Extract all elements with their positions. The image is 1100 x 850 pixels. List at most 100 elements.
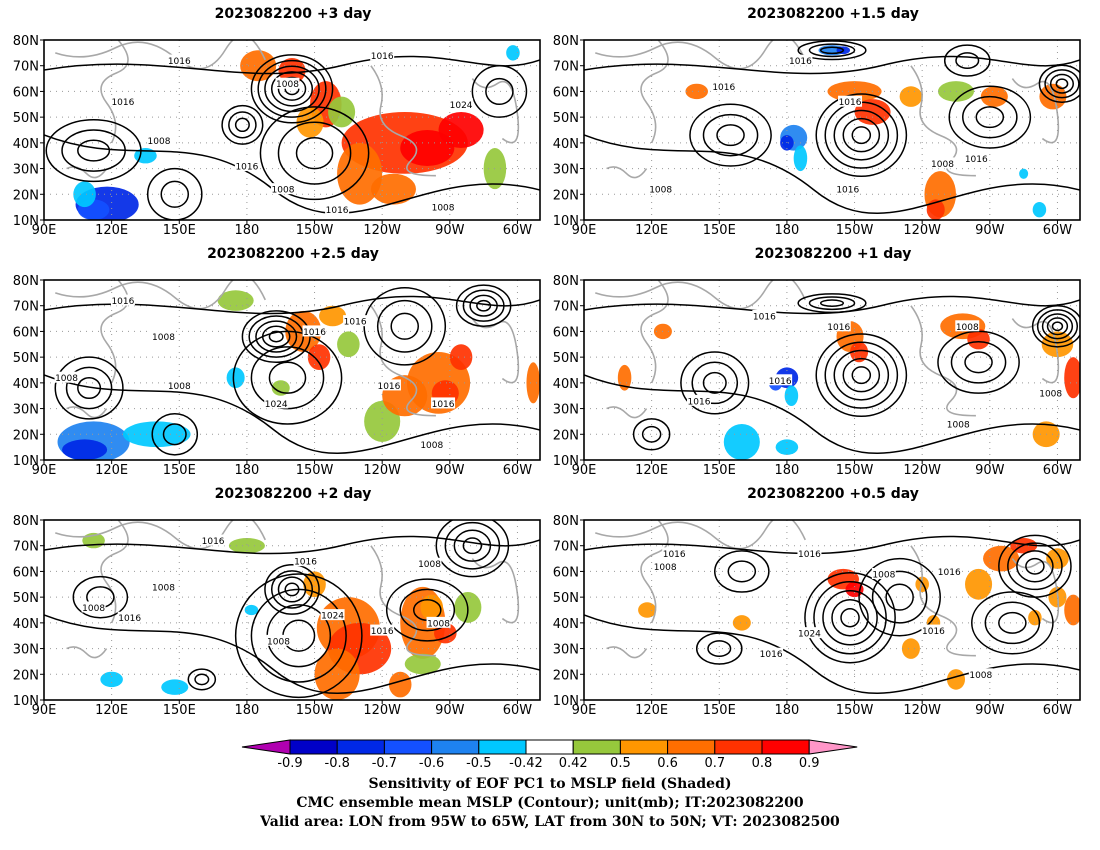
isobar	[584, 55, 1080, 75]
isobar	[234, 117, 250, 133]
sensitivity-shade	[784, 385, 799, 407]
lat-tick-label: 60N	[13, 565, 39, 580]
isobar	[77, 139, 111, 162]
lat-tick-label: 10N	[13, 454, 39, 469]
isobar	[584, 535, 1080, 555]
lon-tick-label: 120E	[95, 463, 128, 478]
isobar	[257, 59, 327, 118]
isobar	[955, 52, 980, 70]
mslp-contours	[584, 534, 1080, 695]
isobar	[44, 614, 540, 695]
lon-tick-label: 180	[774, 463, 799, 478]
isobar	[984, 601, 1041, 645]
lat-tick-label: 40N	[13, 137, 39, 152]
mslp-contours	[584, 293, 1080, 455]
lat-tick-label: 70N	[553, 300, 579, 315]
isobar	[819, 46, 845, 55]
isobar	[390, 312, 420, 340]
gridlines	[44, 520, 540, 700]
isobar	[851, 366, 872, 385]
contour-label: 1008	[152, 583, 175, 593]
sensitivity-shade	[526, 362, 540, 404]
sensitivity-shade	[1064, 357, 1080, 399]
isobar	[221, 104, 264, 145]
lon-tick-label: 90W	[975, 223, 1005, 238]
contour-label: 1008	[152, 333, 175, 343]
lat-tick-label: 30N	[553, 643, 579, 658]
contour-label: 1016	[377, 382, 400, 392]
sensitivity-shade	[1019, 168, 1029, 179]
lon-tick-label: 120E	[95, 223, 128, 238]
isobar	[813, 580, 887, 655]
sensitivity-shade	[946, 669, 966, 690]
isobar	[885, 583, 914, 611]
lat-tick-label: 60N	[13, 325, 39, 340]
isobar	[1051, 321, 1064, 332]
lon-tick-label: 90W	[435, 223, 465, 238]
sensitivity-shade	[617, 364, 632, 391]
isobar	[840, 607, 860, 628]
sensitivity-shade	[793, 145, 808, 172]
lat-tick-label: 60N	[553, 325, 579, 340]
lon-tick-label: 150E	[163, 703, 196, 718]
isobar	[385, 578, 469, 642]
lon-tick-label: 60W	[503, 703, 533, 718]
isobar	[998, 611, 1027, 634]
isobar	[241, 310, 311, 364]
contour-label: 1024	[265, 400, 288, 410]
isobar	[44, 374, 540, 455]
isobar	[1041, 313, 1074, 340]
contour-label: 1008	[1039, 390, 1062, 400]
sensitivity-shade	[1032, 202, 1047, 218]
lon-tick-label: 90E	[572, 703, 597, 718]
lat-tick-label: 60N	[553, 565, 579, 580]
lon-tick-label: 90E	[32, 703, 57, 718]
lat-tick-label: 70N	[553, 60, 579, 75]
lat-tick-label: 10N	[13, 214, 39, 229]
lat-tick-label: 20N	[13, 428, 39, 443]
lat-tick-label: 20N	[553, 188, 579, 203]
lat-tick-label: 10N	[553, 694, 579, 709]
colorbar-tick-label: -0.5	[466, 756, 491, 771]
isobar	[1049, 73, 1074, 94]
lat-tick-label: 40N	[13, 617, 39, 632]
lon-tick-label: 60W	[1043, 223, 1073, 238]
map-panel: 1016 1016 1016 1008 1016 1016 1008 80N 70N 60N 50N…	[553, 34, 1081, 238]
colorbar-tick-label: -0.6	[419, 756, 444, 771]
lat-tick-label: 10N	[553, 214, 579, 229]
lat-tick-label: 20N	[13, 668, 39, 683]
map-panels: 1016 1016 1008 1016 1008 1024 1016 1008 1016 1008…	[13, 34, 1081, 718]
colorbar-swatch	[667, 739, 716, 755]
lat-tick-label: 30N	[13, 163, 39, 178]
lon-tick-label: 90W	[975, 463, 1005, 478]
isobar	[399, 588, 456, 632]
sensitivity-shade	[228, 538, 265, 554]
mslp-contours	[44, 520, 540, 699]
colorbar-tick-label: 0.8	[752, 756, 773, 771]
contour-label: 1016	[769, 377, 792, 387]
lon-tick-label: 150W	[296, 223, 334, 238]
lon-tick-label: 120E	[95, 703, 128, 718]
lat-tick-label: 30N	[553, 403, 579, 418]
contour-label: 1008	[267, 637, 290, 647]
isobar	[851, 126, 872, 145]
isobar	[264, 563, 320, 615]
lat-tick-label: 60N	[553, 85, 579, 100]
colorbar-swatch	[336, 739, 385, 755]
lon-tick-label: 180	[774, 703, 799, 718]
isobar	[363, 286, 447, 366]
sensitivity-shade	[967, 328, 990, 350]
mslp-contours	[44, 284, 540, 456]
lon-tick-label: 150W	[296, 703, 334, 718]
sensitivity-shade	[161, 679, 189, 695]
lat-tick-label: 50N	[553, 111, 579, 126]
caption-line-1: Sensitivity of EOF PC1 to MSLP field (Sh…	[368, 776, 732, 792]
coastline	[595, 280, 1060, 419]
isobar	[44, 535, 540, 555]
isobar	[641, 425, 662, 443]
isobar	[937, 330, 1020, 394]
contour-label: 1016	[789, 57, 812, 67]
lon-tick-label: 150E	[163, 463, 196, 478]
gridlines	[584, 280, 1080, 460]
lat-tick-label: 70N	[13, 300, 39, 315]
